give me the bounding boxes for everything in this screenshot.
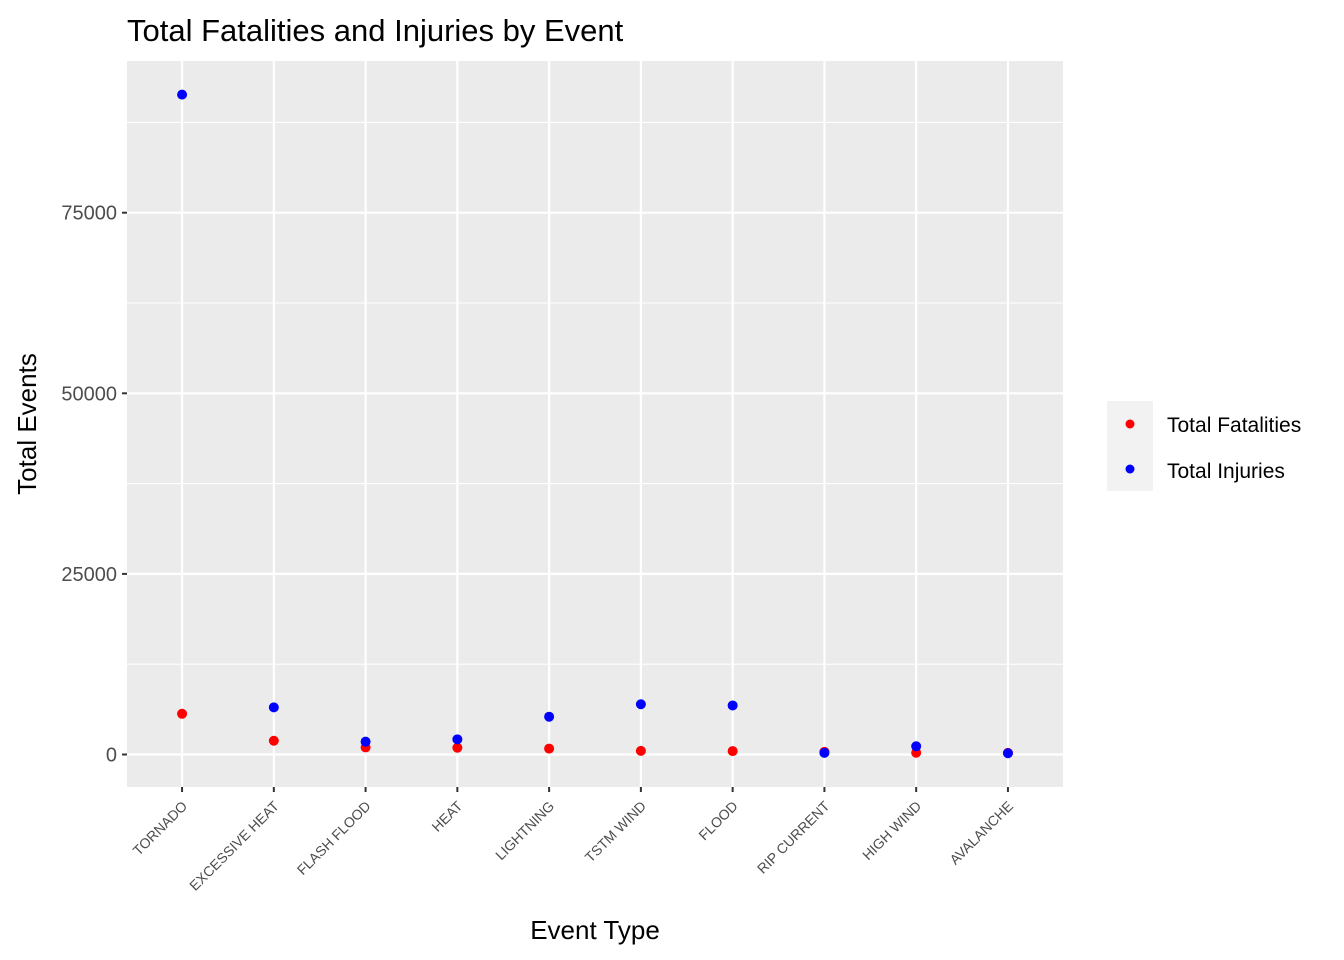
injury-point — [452, 734, 463, 745]
injury-point — [911, 741, 922, 752]
major-gridlines — [127, 61, 1063, 787]
legend-key-background — [1107, 401, 1153, 491]
fatality-point — [268, 735, 279, 746]
injury-point — [819, 747, 830, 758]
injury-point — [635, 699, 646, 710]
chart-title: Total Fatalities and Injuries by Event — [127, 13, 624, 48]
injury-point — [268, 702, 279, 713]
injury-point — [177, 89, 188, 100]
y-tick-label: 0 — [106, 744, 117, 766]
fatality-point — [452, 742, 463, 753]
fatality-point — [544, 743, 555, 754]
y-tick-label: 50000 — [61, 383, 117, 405]
legend-key-injuries — [1125, 464, 1135, 474]
data-points — [177, 89, 1013, 759]
plot-panel — [127, 61, 1063, 787]
injury-point — [544, 711, 555, 722]
legend: Total Fatalities Total Injuries — [1107, 401, 1301, 491]
legend-label-injuries: Total Injuries — [1167, 460, 1285, 483]
fatality-point — [635, 745, 646, 756]
x-axis-title: Event Type — [530, 915, 660, 945]
legend-key-fatalities — [1125, 419, 1135, 429]
fatality-point — [727, 746, 738, 757]
injury-point — [360, 736, 371, 747]
y-tick-label: 25000 — [61, 564, 117, 586]
minor-gridlines — [127, 121, 1063, 665]
fatality-point — [177, 708, 188, 719]
y-tick-label: 75000 — [61, 203, 117, 225]
y-axis-title: Total Events — [12, 353, 42, 495]
injury-point — [727, 700, 738, 711]
legend-label-fatalities: Total Fatalities — [1167, 414, 1301, 437]
y-axis: 0 25000 50000 75000 — [61, 203, 127, 766]
injury-point — [1002, 748, 1013, 759]
